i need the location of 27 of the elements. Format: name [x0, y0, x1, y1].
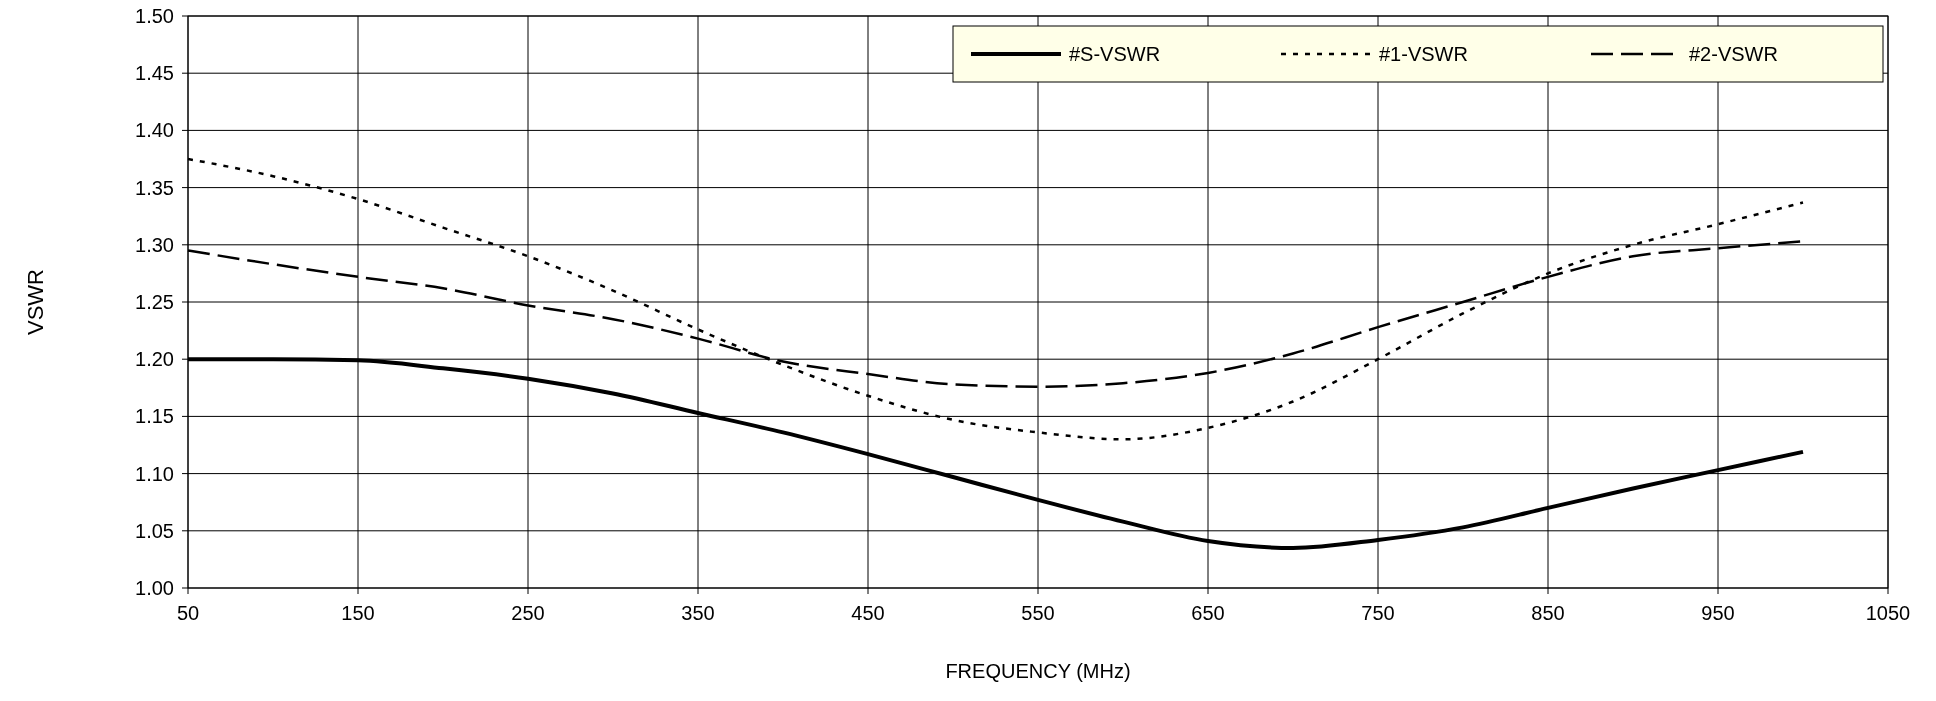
y-axis-title: VSWR [23, 269, 48, 335]
x-axis-title: FREQUENCY (MHz) [945, 660, 1131, 682]
x-tick-label: 250 [511, 602, 545, 624]
y-tick-label: 1.15 [135, 405, 174, 428]
x-tick-label: 650 [1191, 602, 1225, 624]
x-tick-label: 550 [1021, 602, 1055, 624]
x-tick-label: 150 [341, 602, 375, 624]
y-tick-label: 1.25 [135, 291, 174, 313]
x-tick-label: 50 [176, 602, 200, 624]
x-tick-label: 1050 [1865, 602, 1911, 624]
y-tick-label: 1.00 [135, 577, 174, 599]
x-tick-label: 750 [1361, 602, 1395, 624]
y-tick-label: 1.35 [135, 176, 174, 199]
y-tick-label: 1.50 [135, 5, 174, 27]
x-tick-label: 950 [1701, 602, 1735, 624]
x-tick-label: 350 [681, 602, 715, 624]
legend-label: #1-VSWR [1379, 43, 1468, 65]
legend-label: #S-VSWR [1069, 43, 1161, 65]
x-tick-label: 850 [1531, 602, 1565, 624]
y-tick-label: 1.30 [135, 233, 174, 256]
x-tick-label: 450 [851, 602, 885, 624]
y-tick-label: 1.45 [135, 62, 174, 85]
y-tick-label: 1.05 [135, 519, 174, 542]
y-tick-label: 1.40 [135, 119, 174, 142]
y-tick-label: 1.20 [135, 348, 174, 371]
y-tick-label: 1.10 [135, 462, 174, 485]
legend-label: #2-VSWR [1689, 43, 1778, 65]
